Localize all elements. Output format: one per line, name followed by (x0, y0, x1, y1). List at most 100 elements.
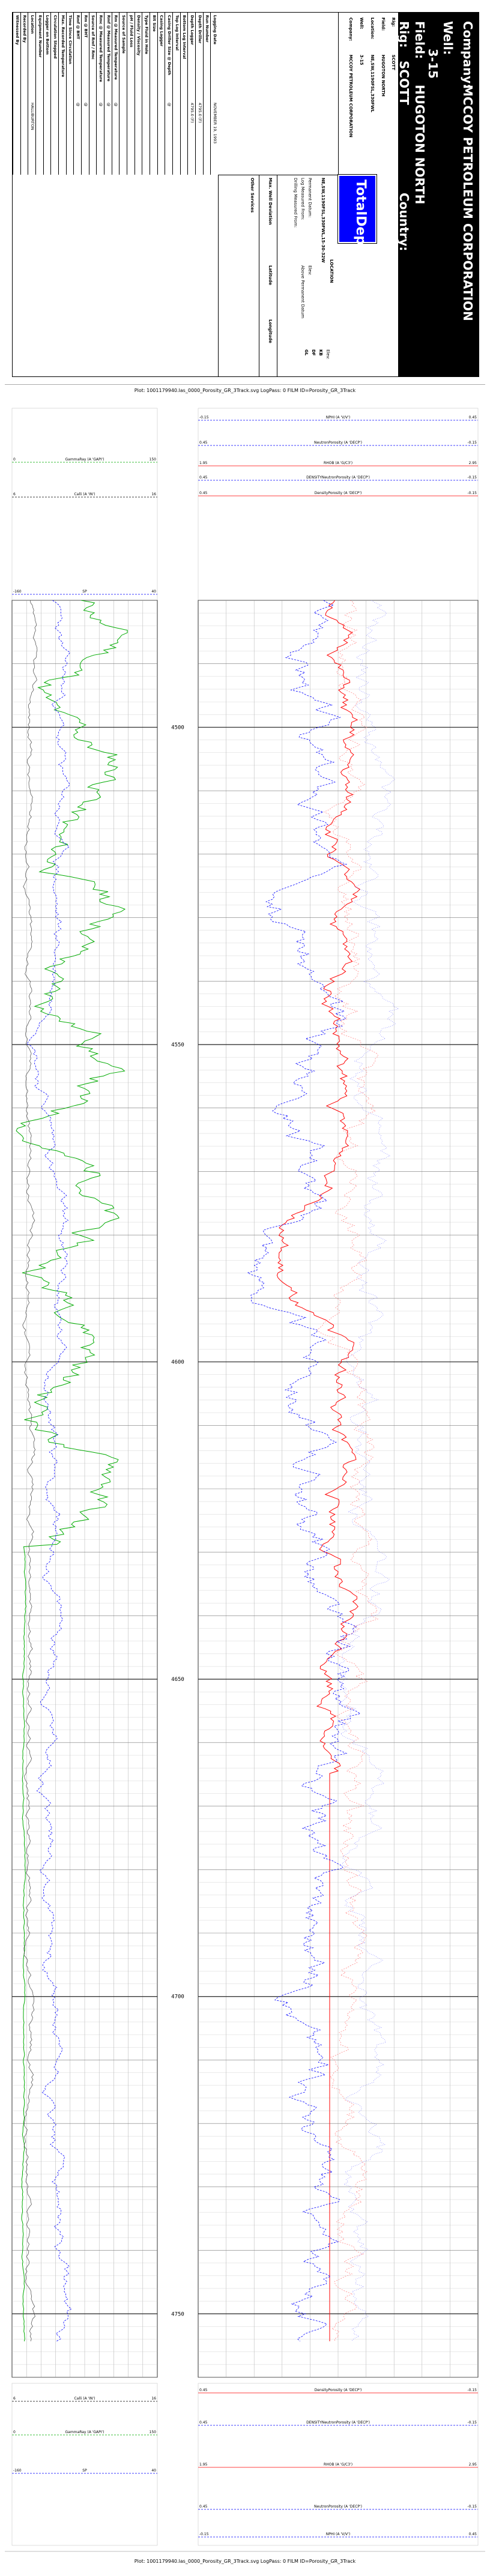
sp-curve (26, 600, 72, 2342)
gr-header-top-title: GammaRay (A 'GAPI') (65, 457, 104, 462)
dphi-header-bottom-max: -0.15 (467, 2388, 477, 2392)
dnphi-header-bottom-min: 0.45 (199, 2421, 208, 2425)
rhob-header-bottom-title: RHOB (A 'G/C3') (324, 2463, 352, 2467)
dnphi-header-top-max: -0.15 (467, 475, 477, 480)
param-row: Source of Sample (119, 13, 127, 175)
param-row: Witnessed By (13, 13, 21, 175)
param-row: Casing Logger (157, 13, 166, 175)
rhob-header-top-min: 1.95 (199, 461, 208, 465)
density-porosity-curve (316, 600, 379, 2342)
param-row: Time Since Circulation (65, 13, 74, 175)
plot-title-top: Plot: 1001179940.las_0000_Porosity_GR_3T… (134, 388, 356, 393)
dphi-header-top-title: DensityPorosity (A 'DECP') (315, 491, 362, 495)
neutron-header-bottom-max: -0.15 (467, 2505, 477, 2509)
log-header: Company: MCCOY PETROLEUM CORPORATION Wel… (12, 12, 479, 377)
nphi-header-top-min: -0.15 (199, 415, 209, 420)
neutron-header-bottom-min: 0.45 (199, 2505, 208, 2509)
param-row: Depth Logger 4795.0 (F) (187, 13, 196, 175)
sp-header-bottom-min: -160 (13, 2469, 22, 2473)
param-row: Run Number (202, 13, 211, 175)
param-row: Source of Rmf / Rmc (88, 13, 97, 175)
neutron-header-top-min: 0.45 (199, 441, 208, 445)
param-row: Logger on Bottom (43, 13, 52, 175)
dnphi-header-bottom-title: DENSITYNeutronPorosity (A 'DECP') (306, 2421, 370, 2425)
depth-label: 4750 (171, 2311, 184, 2317)
deviation-box: Max. Well Deviation Latitude Longitude (259, 175, 277, 377)
divider-top (5, 384, 485, 385)
left-header-box-bottom (11, 2383, 158, 2546)
gr-header-top-min: 0 (13, 457, 16, 462)
right-header-box (198, 408, 479, 601)
param-row: Rm @ BHT @ (81, 13, 89, 175)
param-row: Top Log Interval (172, 13, 181, 175)
neutron-header-top-max: -0.15 (467, 441, 477, 445)
rhob-header-top-max: 2.95 (469, 461, 477, 465)
dnphi-header-top-min: 0.45 (199, 475, 208, 480)
sp-header-top-min: -160 (13, 590, 22, 594)
other-services-box: Other Services (218, 175, 259, 377)
cal-header-bottom-min: 6 (13, 2397, 16, 2401)
param-row: Casing Driller Size @ Depth @ (165, 13, 173, 175)
depth-label: 4500 (171, 725, 184, 731)
param-row: Rmf @ BHT @ (73, 13, 82, 175)
neutron-header-top-title: NeutronPorosity (A 'DECP') (314, 441, 362, 445)
nphi-header-top-max: 0.45 (469, 415, 477, 420)
param-row: Circulation Stopped (50, 13, 59, 175)
dphi-header-bottom-title: DensityPorosity (A 'DECP') (315, 2388, 362, 2392)
dnphi-header-top-title: DENSITYNeutronPorosity (A 'DECP') (306, 475, 370, 480)
gr-header-bottom-max: 150 (150, 2430, 157, 2434)
right-header-box-bottom (198, 2383, 479, 2546)
totaldepth-logo: TotalDepth (337, 174, 377, 261)
neutron-header-bottom-title: NeutronPorosity (A 'DECP') (314, 2505, 362, 2509)
param-row: Density / Viscosity (134, 13, 143, 175)
neutron-curve (247, 600, 361, 2342)
param-row: Rmf @ Measured Temperature @ (104, 13, 112, 175)
header-black-band: Company: MCCOY PETROLEUM CORPORATION Wel… (397, 13, 479, 376)
param-row: Recorded By (20, 13, 29, 175)
plot-title-bottom: Plot: 1001179940.las_0000_Porosity_GR_3T… (134, 2559, 356, 2564)
depth-label: 4600 (171, 1360, 184, 1366)
dphi-header-top-max: -0.15 (467, 491, 477, 495)
rhob-header-top-title: RHOB (A 'G/C3') (324, 461, 352, 465)
sp-header-bottom-max: 40 (151, 2469, 156, 2473)
gr-header-top-max: 150 (150, 457, 157, 462)
dnphi-header-bottom-max: -0.15 (467, 2421, 477, 2425)
param-row: Bottom Log Interval (180, 13, 189, 175)
density-neutron-curve (339, 600, 399, 2342)
param-row: Max. Recorded Temperature (58, 13, 67, 175)
cal-header-top-max: 16 (151, 492, 156, 496)
param-row: Bit Size (150, 13, 158, 175)
depth-label: 4700 (171, 1994, 184, 2000)
param-row: Equipment Number (35, 13, 44, 175)
dphi-header-top-min: 0.45 (199, 491, 208, 495)
nphi-header-bottom-min: -0.15 (199, 2532, 209, 2536)
nphi-header-top-title: NPHI (A 'V/V') (326, 415, 351, 420)
gamma-ray-curve (16, 600, 128, 2342)
sp-header-top-max: 40 (151, 590, 156, 594)
param-row: Location HALLIBURTON (28, 13, 36, 175)
nphi-header-bottom-title: NPHI (A 'V/V') (326, 2532, 351, 2536)
cal-header-top-title: Calli (A 'IN') (74, 492, 95, 496)
param-row: Logging Date NOVEMBER 19, 1993 (210, 13, 219, 175)
param-row: Depth Driller 4795.0 (F) (195, 13, 204, 175)
dphi-header-bottom-min: 0.45 (199, 2388, 208, 2392)
depth-label: 4650 (171, 1677, 184, 1683)
sp-header-bottom-title: SP (82, 2469, 87, 2473)
rhob-header-bottom-min: 1.95 (199, 2463, 208, 2467)
gr-header-bottom-min: 0 (13, 2430, 16, 2434)
sp-header-top-title: SP (82, 590, 87, 594)
info-box: Rig: SCOTT Field: HUGOTON NORTH Location… (338, 13, 399, 175)
rhob-curve (276, 600, 361, 2341)
nphi-header-bottom-max: 0.45 (469, 2532, 477, 2536)
cal-header-top-min: 6 (13, 492, 16, 496)
depth-label: 4550 (171, 1042, 184, 1048)
cal-header-bottom-max: 16 (151, 2397, 156, 2401)
parameters-table: Logging Date NOVEMBER 19, 1993 Run Number D… (13, 13, 218, 175)
gr-header-bottom-title: GammaRay (A 'GAPI') (65, 2430, 104, 2434)
location-block: LOCATION NE,SW,1190FSL,330FWL,15-30-32W … (277, 175, 337, 377)
rhob-header-bottom-max: 2.95 (469, 2463, 477, 2467)
param-row: Type Fluid in Hole (142, 13, 150, 175)
left-header-box (11, 408, 158, 601)
param-row: Rmc @ Measured Temperature @ (96, 13, 104, 175)
